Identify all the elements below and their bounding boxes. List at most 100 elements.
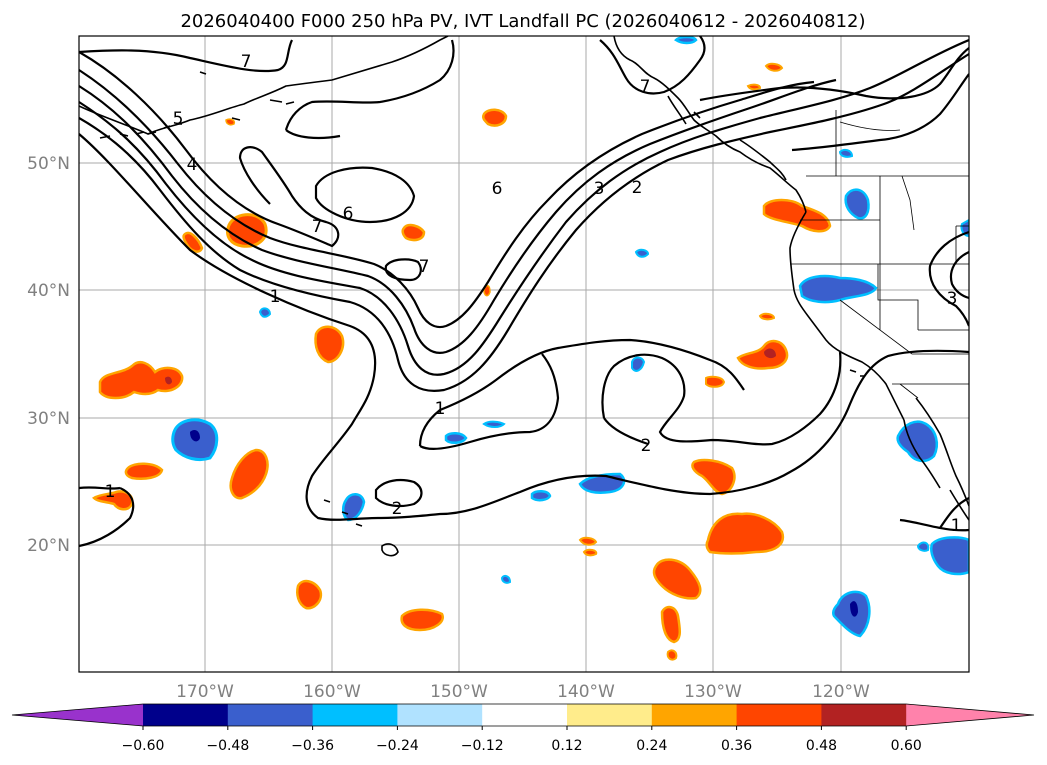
- alaska-islands: [199, 71, 295, 121]
- pv-contour-line: [284, 39, 455, 131]
- lon-label-150w: 150°W: [430, 682, 488, 702]
- negative-anomaly-patch: [530, 490, 552, 502]
- negative-anomaly-patch: [850, 601, 858, 617]
- pv-contour-line: [419, 353, 560, 451]
- pv-contour-line: [384, 258, 422, 282]
- pv-contour-line: [79, 78, 837, 354]
- negative-anomaly-patch: [631, 356, 646, 372]
- colorbar-swatch: [312, 704, 398, 726]
- pv-contour-line: [79, 51, 340, 248]
- contour-label: 7: [241, 52, 252, 72]
- colorbar-extend-low: [12, 704, 143, 726]
- contour-label: 2: [632, 178, 643, 198]
- positive-anomaly-patch: [296, 579, 323, 610]
- hawaii-islands: [323, 499, 363, 527]
- map-frame: [78, 35, 970, 673]
- pv-contour-line: [79, 69, 815, 329]
- lat-label-50n: 50°N: [27, 154, 70, 174]
- negative-anomaly-patch: [838, 148, 854, 158]
- latitude-labels: 50°N 40°N 30°N 20°N: [27, 154, 70, 556]
- positive-anomaly-patch: [314, 325, 345, 364]
- positive-anomaly-patch: [705, 375, 726, 388]
- pv-contour-line: [79, 39, 294, 73]
- positive-anomaly-patch: [764, 348, 776, 359]
- pv-contour-line: [79, 38, 969, 376]
- colorbar-tick-label: −0.60: [122, 738, 165, 754]
- pv-contour-line: [79, 53, 969, 392]
- pv-contour-line: [599, 36, 706, 95]
- pv-contour-line: [418, 338, 745, 447]
- positive-anomaly-patch: [165, 376, 172, 385]
- positive-anomaly-patch: [652, 558, 702, 600]
- lon-label-140w: 140°W: [557, 682, 615, 702]
- colorbar-swatch: [397, 704, 483, 726]
- positive-anomaly-patch: [764, 62, 784, 72]
- colorbar-swatch: [567, 704, 653, 726]
- pv-contour-line: [79, 133, 969, 521]
- positive-anomaly-patch: [401, 223, 426, 242]
- contour-label: 7: [419, 257, 430, 277]
- lat-label-40n: 40°N: [27, 281, 70, 301]
- pv-contour-line: [79, 486, 135, 548]
- negative-anomaly-patch: [342, 493, 366, 522]
- colorbar-tick-label: −0.12: [461, 738, 504, 754]
- negative-anomaly-patch: [916, 541, 930, 552]
- colorbar-ticks: −0.60 −0.48 −0.36 −0.24 −0.12 0.12 0.24 0.36 0.4…: [122, 726, 922, 754]
- pv-contour-line: [374, 479, 423, 508]
- colorbar-tick-label: −0.48: [206, 738, 249, 754]
- pv-contour-line: [314, 166, 416, 224]
- colorbar: [11, 703, 1035, 727]
- pv-contour-line: [603, 417, 649, 446]
- political-borders: [790, 110, 969, 399]
- positive-anomaly-patch: [182, 231, 204, 253]
- pv-contour-line: [285, 129, 341, 140]
- positive-anomaly-patch: [736, 339, 789, 370]
- positive-anomaly-patch: [481, 108, 508, 127]
- colorbar-swatch: [736, 704, 822, 726]
- contour-label: 1: [105, 482, 116, 502]
- negative-anomaly-patch: [500, 574, 512, 584]
- canada-province-border: [835, 110, 901, 176]
- positive-anomaly-patch: [758, 312, 776, 321]
- pv-contour-line: [939, 497, 969, 529]
- vancouver-island: [739, 139, 787, 181]
- positive-anomaly-patch: [92, 490, 134, 511]
- map-title: 2026040400 F000 250 hPa PV, IVT Landfall…: [180, 11, 865, 32]
- positive-anomaly-patch: [578, 536, 598, 546]
- lon-label-170w: 170°W: [176, 682, 234, 702]
- negative-anomaly-patch: [930, 536, 969, 576]
- positive-anomaly-patch: [666, 649, 678, 661]
- longitude-labels: 170°W 160°W 150°W 140°W 130°W 120°W: [176, 682, 870, 702]
- lon-label-120w: 120°W: [812, 682, 870, 702]
- positive-anomaly-patch: [762, 198, 832, 233]
- positive-anomaly-patch: [98, 361, 184, 400]
- colorbar-swatch: [143, 704, 229, 726]
- contour-label: 1: [270, 287, 281, 307]
- pv-contour-line: [699, 47, 969, 102]
- positive-anomaly-patch: [124, 462, 164, 480]
- contour-label: 3: [947, 289, 958, 309]
- colorbar-tick-label: 0.36: [721, 738, 752, 754]
- negative-anomaly-patch: [831, 590, 871, 638]
- bc-coastline: [613, 36, 807, 213]
- contour-label: 2: [641, 436, 652, 456]
- positive-anomaly-patch: [225, 118, 236, 126]
- hawaii-big-island: [381, 543, 399, 557]
- negative-anomaly-patch: [190, 430, 200, 442]
- negative-anomaly-patch: [258, 307, 272, 318]
- contour-label: 7: [312, 217, 323, 237]
- us-west-coastline: [789, 211, 905, 421]
- contour-label: 2: [392, 499, 403, 519]
- pv-contour-line: [899, 518, 969, 532]
- colorbar-tick-label: −0.24: [376, 738, 419, 754]
- negative-anomaly-patch: [634, 248, 650, 258]
- positive-anomaly-patch: [691, 458, 736, 496]
- positive-anomaly-patch: [705, 512, 785, 555]
- negative-anomaly-patch: [482, 420, 506, 428]
- contour-label: 6: [492, 179, 503, 199]
- state-detail-borders: [901, 175, 969, 264]
- pv-contour-line: [601, 351, 842, 446]
- contour-label: 1: [951, 516, 962, 536]
- negative-anomaly-patch: [444, 432, 468, 444]
- positive-anomaly-patch: [746, 83, 762, 91]
